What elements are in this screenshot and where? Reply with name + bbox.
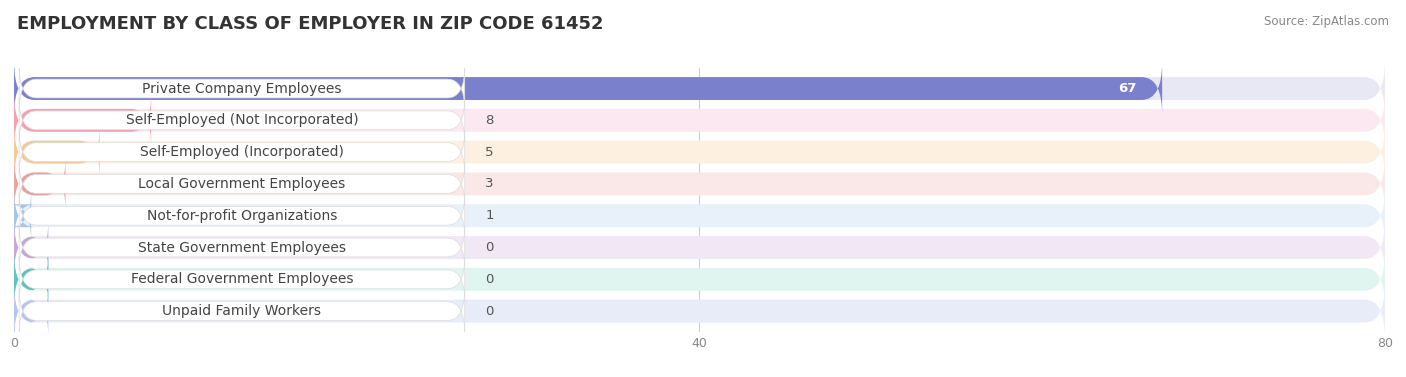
FancyBboxPatch shape — [14, 284, 1385, 338]
FancyBboxPatch shape — [14, 189, 1385, 242]
FancyBboxPatch shape — [20, 130, 465, 175]
Text: Federal Government Employees: Federal Government Employees — [131, 272, 353, 286]
Text: Self-Employed (Incorporated): Self-Employed (Incorporated) — [141, 145, 344, 159]
Text: Self-Employed (Not Incorporated): Self-Employed (Not Incorporated) — [125, 113, 359, 127]
FancyBboxPatch shape — [20, 98, 465, 143]
Text: 0: 0 — [485, 273, 494, 286]
FancyBboxPatch shape — [14, 221, 48, 274]
Text: Not-for-profit Organizations: Not-for-profit Organizations — [146, 209, 337, 223]
FancyBboxPatch shape — [20, 289, 465, 334]
FancyBboxPatch shape — [20, 161, 465, 206]
Text: 67: 67 — [1118, 82, 1136, 95]
FancyBboxPatch shape — [14, 62, 1385, 115]
Text: 8: 8 — [485, 114, 494, 127]
Text: 5: 5 — [485, 146, 494, 159]
FancyBboxPatch shape — [14, 126, 1385, 179]
FancyBboxPatch shape — [14, 253, 1385, 306]
Text: Unpaid Family Workers: Unpaid Family Workers — [163, 304, 322, 318]
FancyBboxPatch shape — [20, 257, 465, 302]
FancyBboxPatch shape — [20, 225, 465, 270]
Text: EMPLOYMENT BY CLASS OF EMPLOYER IN ZIP CODE 61452: EMPLOYMENT BY CLASS OF EMPLOYER IN ZIP C… — [17, 15, 603, 33]
Text: 1: 1 — [485, 209, 494, 222]
FancyBboxPatch shape — [14, 62, 1163, 115]
FancyBboxPatch shape — [14, 93, 1385, 147]
Text: 3: 3 — [485, 178, 494, 190]
FancyBboxPatch shape — [14, 126, 100, 179]
FancyBboxPatch shape — [14, 157, 1385, 211]
FancyBboxPatch shape — [11, 189, 35, 242]
FancyBboxPatch shape — [14, 157, 66, 211]
FancyBboxPatch shape — [14, 253, 48, 306]
FancyBboxPatch shape — [20, 66, 465, 111]
Text: Source: ZipAtlas.com: Source: ZipAtlas.com — [1264, 15, 1389, 28]
Text: 0: 0 — [485, 305, 494, 317]
FancyBboxPatch shape — [14, 284, 48, 338]
FancyBboxPatch shape — [14, 221, 1385, 274]
Text: 0: 0 — [485, 241, 494, 254]
Text: Local Government Employees: Local Government Employees — [138, 177, 346, 191]
Text: Private Company Employees: Private Company Employees — [142, 81, 342, 95]
Text: State Government Employees: State Government Employees — [138, 241, 346, 254]
FancyBboxPatch shape — [14, 93, 152, 147]
FancyBboxPatch shape — [20, 193, 465, 238]
